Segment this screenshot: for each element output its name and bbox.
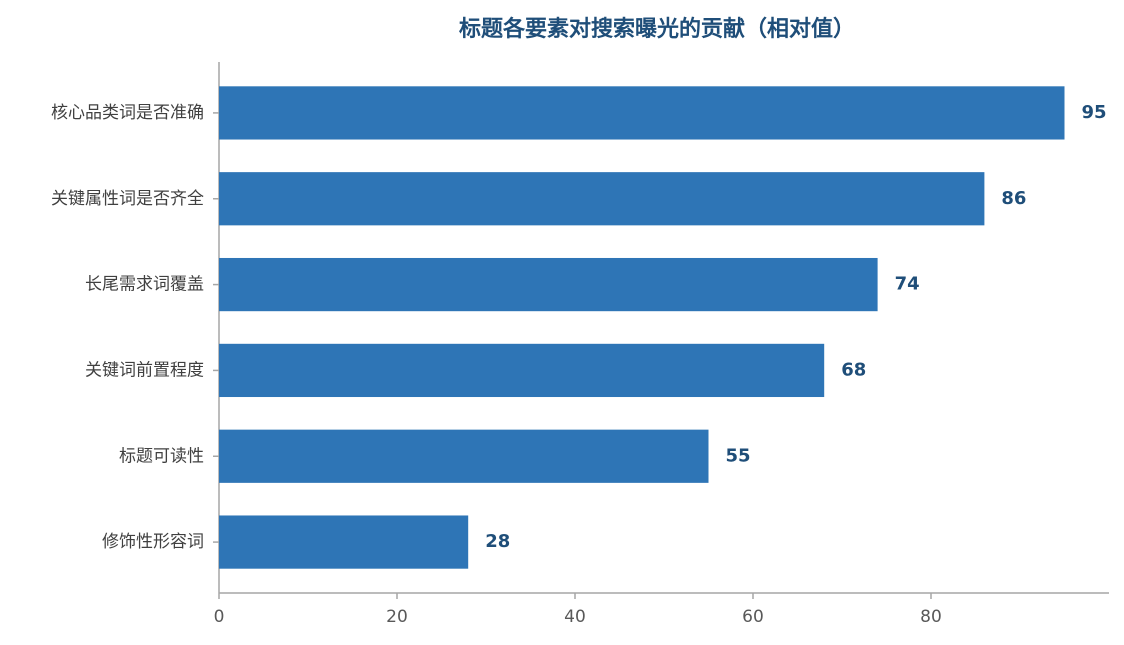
value-label: 95 xyxy=(1082,102,1107,123)
y-tick-label: 标题可读性 xyxy=(119,446,204,466)
bar xyxy=(219,257,878,312)
x-tick-label: 40 xyxy=(564,607,586,627)
x-tick-label: 20 xyxy=(386,607,408,627)
value-label: 68 xyxy=(841,359,866,380)
bar xyxy=(219,172,985,226)
x-tick-label: 0 xyxy=(214,607,225,627)
value-label: 55 xyxy=(726,445,751,466)
value-label: 74 xyxy=(895,274,920,295)
y-tick-label: 修饰性形容词 xyxy=(102,532,204,552)
x-tick-label: 80 xyxy=(920,607,942,627)
y-tick-label: 核心品类词是否准确 xyxy=(51,103,204,123)
bar xyxy=(219,343,825,398)
value-label: 86 xyxy=(1001,188,1026,209)
y-tick-label: 长尾需求词覆盖 xyxy=(85,275,204,295)
x-tick-label: 60 xyxy=(742,607,764,627)
chart-title: 标题各要素对搜索曝光的贡献（相对值） xyxy=(459,16,855,42)
bar xyxy=(219,429,709,483)
y-tick-label: 关键词前置程度 xyxy=(85,360,204,380)
y-tick-label: 关键属性词是否齐全 xyxy=(51,189,204,209)
bar xyxy=(219,86,1065,140)
bar xyxy=(219,515,469,569)
value-label: 28 xyxy=(485,531,510,552)
